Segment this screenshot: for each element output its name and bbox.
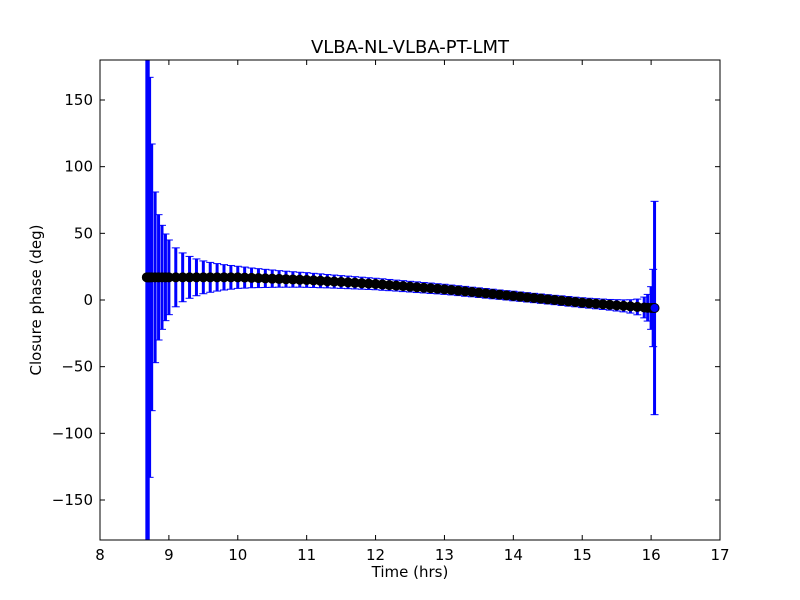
y-tick-label: 150 <box>64 91 93 109</box>
y-tick-label: −100 <box>52 424 93 442</box>
y-tick-label: 0 <box>83 291 93 309</box>
y-tick-label: 100 <box>64 158 93 176</box>
x-tick-label: 13 <box>435 546 454 564</box>
plot-marks <box>141 60 660 540</box>
x-axis-label: Time (hrs) <box>371 563 449 581</box>
chart-title: VLBA-NL-VLBA-PT-LMT <box>311 37 510 58</box>
x-tick-label: 11 <box>297 546 316 564</box>
axis-ticks: 8 9 10 11 12 13 14 15 16 17 −150 −100 −50 0 50 100 150 <box>52 60 730 564</box>
x-tick-label: 9 <box>164 546 174 564</box>
x-tick-label: 12 <box>366 546 385 564</box>
x-tick-label: 10 <box>228 546 247 564</box>
x-tick-label: 15 <box>573 546 592 564</box>
y-tick-label: −50 <box>61 358 93 376</box>
axes-frame <box>99 59 721 541</box>
x-tick-label: 17 <box>710 546 729 564</box>
x-tick-label: 16 <box>642 546 661 564</box>
x-tick-label: 14 <box>504 546 523 564</box>
x-tick-label: 8 <box>95 546 105 564</box>
y-tick-label: 50 <box>74 224 93 242</box>
y-tick-label: −150 <box>52 491 93 509</box>
y-axis-label: Closure phase (deg) <box>27 225 45 376</box>
data-point <box>649 303 660 313</box>
